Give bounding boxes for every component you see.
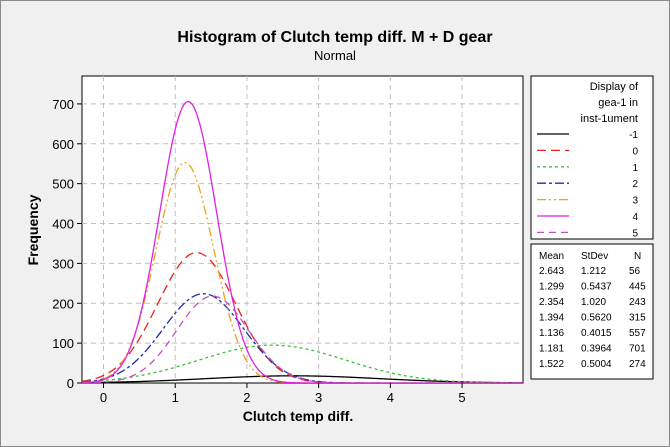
legend-title-line-2: gea-1 in [598, 97, 638, 109]
y-tick-label-5: 500 [52, 177, 74, 192]
x-tick-label-2: 2 [243, 390, 250, 405]
stats-n-5: 274 [629, 359, 646, 370]
stats-stdev-3: 0.4015 [581, 328, 612, 339]
stats-rows: 2.643 1.212 56 1.299 0.5437 445 2.354 1.020 243 1… [539, 266, 646, 370]
x-tick-label-1: 1 [172, 390, 179, 405]
x-tick-label-4: 4 [387, 390, 394, 405]
stats-header-stdev: StDev [581, 251, 608, 262]
series-curve-4 [82, 100, 523, 383]
stats-n-2: 315 [629, 313, 646, 324]
legend-entries: -1 0 1 2 3 4 5 [537, 130, 638, 239]
stats-mean-4: 1.181 [539, 344, 564, 355]
chart-subtitle: Normal [314, 48, 356, 63]
legend-label-1: 1 [632, 163, 638, 174]
legend-label-5: 5 [632, 228, 638, 239]
stats-mean-3: 1.136 [539, 328, 564, 339]
stats-n--1: 56 [629, 266, 641, 277]
y-tick-label-4: 400 [52, 217, 74, 232]
legend-label-3: 3 [632, 196, 638, 207]
y-tick-label-6: 600 [52, 137, 74, 152]
stats-n-1: 243 [629, 297, 646, 308]
plot-area [81, 75, 524, 384]
stats-stdev-2: 0.5620 [581, 313, 612, 324]
stats-stdev-0: 0.5437 [581, 282, 612, 293]
stats-stdev-1: 1.020 [581, 297, 606, 308]
stats-header-n: N [634, 251, 641, 262]
stats-box [530, 243, 654, 380]
series-curve--1 [82, 375, 523, 383]
stats-n-0: 445 [629, 282, 646, 293]
y-tick-label-0: 0 [67, 376, 74, 391]
x-tick-label-5: 5 [458, 390, 465, 405]
stats-n-3: 557 [629, 328, 646, 339]
stats-header-mean: Mean [539, 251, 564, 262]
stats-mean--1: 2.643 [539, 266, 564, 277]
axis-layer: 0 1 2 3 4 5 0 100 200 300 400 500 600 700 [52, 97, 465, 405]
legend-label-4: 4 [632, 212, 638, 223]
stats-stdev-5: 0.5004 [581, 359, 612, 370]
legend-box [530, 75, 654, 240]
stats-n-4: 701 [629, 344, 646, 355]
stats-mean-1: 2.354 [539, 297, 564, 308]
stats-mean-5: 1.522 [539, 359, 564, 370]
curve-layer [82, 100, 523, 383]
stats-stdev--1: 1.212 [581, 266, 606, 277]
x-tick-label-0: 0 [100, 390, 107, 405]
y-tick-label-3: 300 [52, 256, 74, 271]
y-tick-label-1: 100 [52, 336, 74, 351]
stats-mean-0: 1.299 [539, 282, 564, 293]
legend-label--1: -1 [629, 130, 638, 141]
stats-mean-2: 1.394 [539, 313, 564, 324]
stats-stdev-4: 0.3964 [581, 344, 612, 355]
legend-label-2: 2 [632, 179, 638, 190]
chart-title: Histogram of Clutch temp diff. M + D gea… [177, 29, 492, 46]
legend-title-line-1: Display of [590, 81, 639, 93]
x-axis-label: Clutch temp diff. [243, 408, 353, 424]
x-tick-label-3: 3 [315, 390, 322, 405]
y-tick-label-2: 200 [52, 296, 74, 311]
y-axis-label: Frequency [25, 194, 41, 265]
series-curve-1 [82, 344, 523, 383]
y-tick-label-7: 700 [52, 97, 74, 112]
legend-label-0: 0 [632, 146, 638, 157]
legend-title-line-3: inst-1ument [581, 113, 638, 125]
series-curve-5 [82, 295, 523, 383]
